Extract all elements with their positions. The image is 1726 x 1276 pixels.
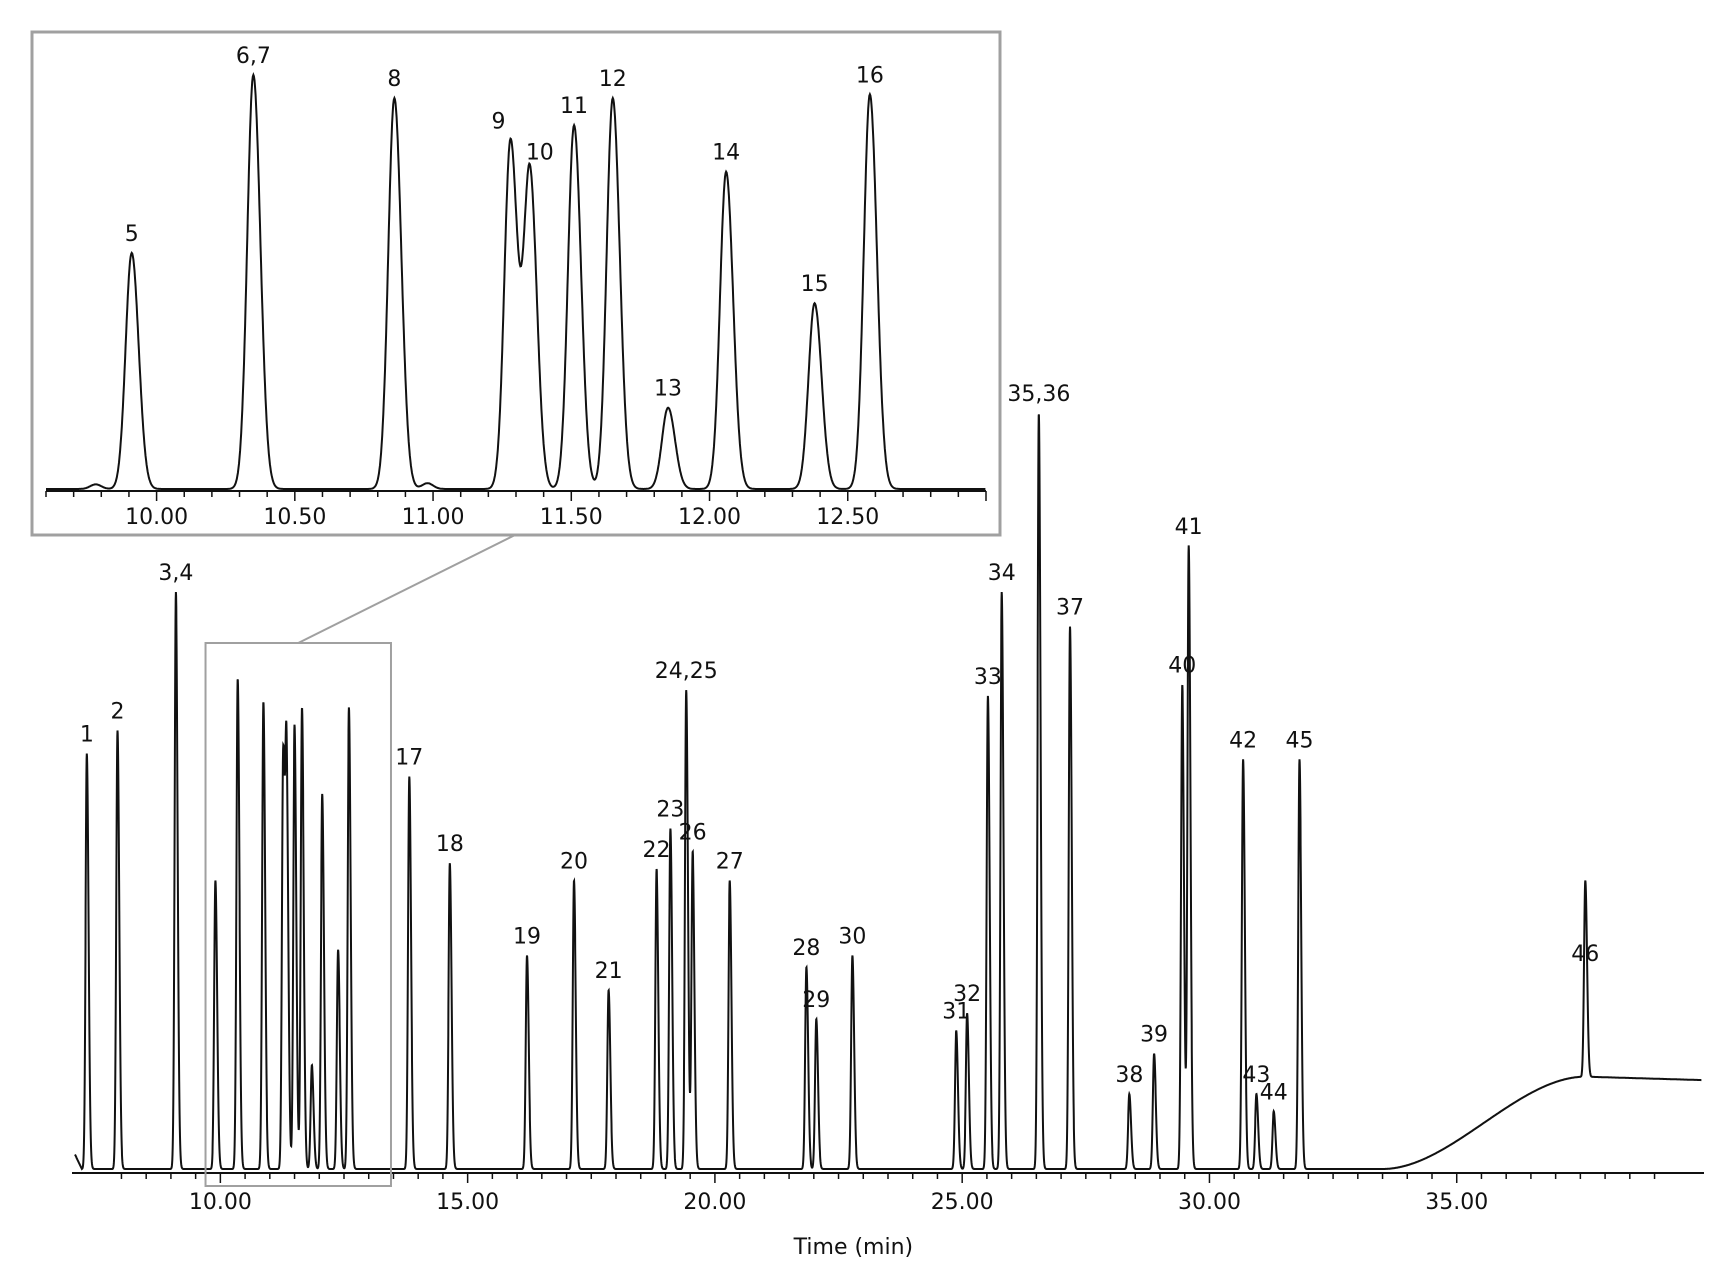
peak-label: 37 [1056, 596, 1084, 621]
peak-label: 44 [1260, 1080, 1288, 1105]
inset-x-tick-label: 11.50 [540, 505, 603, 530]
inset-peak-label: 12 [599, 67, 627, 92]
inset-peak-label: 15 [801, 272, 829, 297]
x-tick-label: 25.00 [931, 1190, 994, 1215]
peak-label: 2 [110, 699, 124, 724]
x-tick-label: 15.00 [436, 1190, 499, 1215]
peak-label: 19 [513, 925, 541, 950]
peak-label: 24,25 [655, 659, 718, 684]
inset-chromatogram: 10.00 10.50 11.00 11.50 12.00 12.50 5 6,7 8 9 1011… [30, 30, 1002, 537]
peak-label: 40 [1168, 653, 1196, 678]
peak-label: 34 [988, 561, 1016, 586]
x-tick-label: 35.00 [1425, 1190, 1488, 1215]
inset-x-tick-label: 10.50 [263, 505, 326, 530]
inset-peak-label: 8 [387, 67, 401, 92]
peak-label: 23 [656, 798, 684, 823]
inset-peak-label: 5 [125, 222, 139, 247]
peak-label: 22 [643, 838, 671, 863]
peak-label: 38 [1115, 1063, 1143, 1088]
inset-peak-label: 14 [712, 141, 740, 166]
peak-label: 30 [838, 925, 866, 950]
inset-x-tick-label: 12.50 [816, 505, 879, 530]
x-tick-label: 10.00 [189, 1190, 252, 1215]
peak-label: 33 [974, 665, 1002, 690]
peak-label: 35,36 [1007, 382, 1070, 407]
inset-peak-label: 16 [856, 63, 884, 88]
inset-peak-label: 13 [654, 377, 682, 402]
peak-label: 39 [1140, 1023, 1168, 1048]
inset-x-tick-label: 12.00 [678, 505, 741, 530]
chromatogram-trace [74, 414, 1702, 1171]
peak-label: 43 [1242, 1063, 1270, 1088]
x-tick-label: 30.00 [1178, 1190, 1241, 1215]
inset-peak-label: 10 [526, 141, 554, 166]
peak-label: 20 [560, 850, 588, 875]
x-tick-label: 20.00 [683, 1190, 746, 1215]
peak-label: 32 [953, 982, 981, 1007]
inset-x-tick-label: 10.00 [125, 505, 188, 530]
peak-label: 21 [595, 959, 623, 984]
x-axis-title: Time (min) [793, 1235, 914, 1260]
peak-label: 1 [80, 723, 94, 748]
peak-label: 42 [1229, 728, 1257, 753]
main-chromatogram: 10.00 15.00 20.00 25.00 30.00 35.00 12 3,4 17 18 1… [72, 382, 1704, 1215]
peak-label: 29 [802, 988, 830, 1013]
inset-peak-label: 9 [491, 110, 505, 135]
peak-label: 46 [1571, 942, 1599, 967]
inset-peak-label: 6,7 [236, 44, 271, 69]
inset-frame [30, 30, 1002, 537]
inset-peak-label: 11 [560, 94, 588, 119]
peak-label: 45 [1285, 728, 1313, 753]
peak-label: 26 [679, 821, 707, 846]
peak-label: 41 [1175, 515, 1203, 540]
inset-x-tick-label: 11.00 [402, 505, 465, 530]
peak-label: 27 [716, 850, 744, 875]
zoom-connector [297, 534, 516, 644]
zoom-connector-line [297, 534, 516, 644]
peak-label: 31 [942, 1000, 970, 1025]
peak-label: 17 [395, 746, 423, 771]
peak-label: 28 [792, 936, 820, 961]
peak-label: 18 [436, 832, 464, 857]
peak-label: 3,4 [158, 561, 193, 586]
inset-trace [46, 72, 986, 490]
